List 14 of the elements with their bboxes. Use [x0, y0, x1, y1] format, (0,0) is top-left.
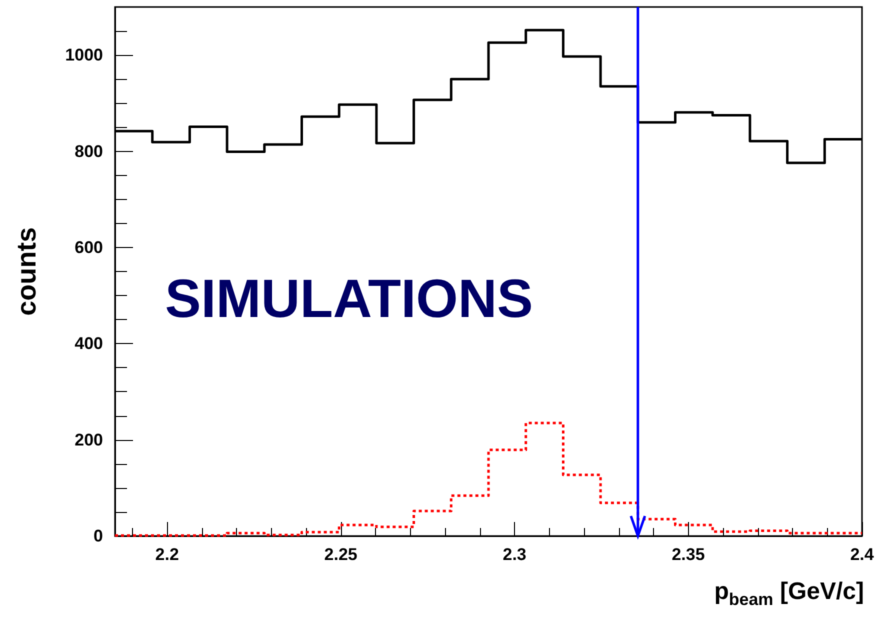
y-tick-label: 0: [94, 526, 103, 546]
x-tick-label: 2.4: [850, 545, 874, 564]
x-tick-label: 2.25: [324, 545, 358, 564]
x-tick-label: 2.35: [672, 545, 705, 564]
y-tick-label: 400: [74, 334, 103, 354]
y-tick-label: 600: [74, 238, 103, 257]
x-tick-label: 2.3: [502, 545, 526, 564]
x-axis-title: p$_{beam}$ [GeV/c]: [714, 578, 864, 610]
y-tick-label: 1000: [65, 46, 103, 65]
x-tick-label: 2.2: [155, 545, 179, 564]
y-axis-title: counts: [12, 227, 42, 316]
y-tick-label: 200: [74, 430, 103, 450]
y-tick-label: 800: [74, 142, 103, 161]
annotation: SIMULATIONS: [165, 269, 533, 329]
